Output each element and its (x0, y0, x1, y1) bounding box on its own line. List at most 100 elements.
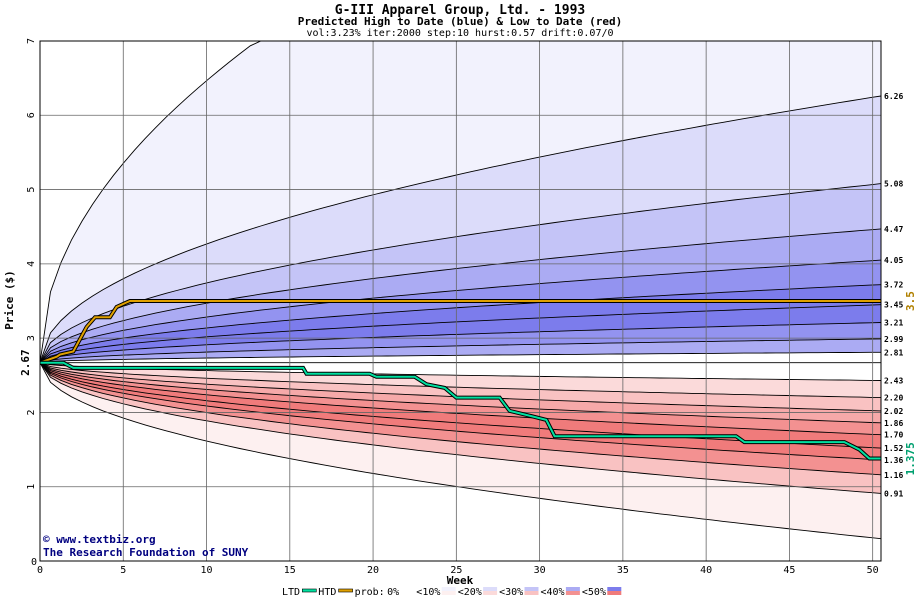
band-boundary-line (39, 362, 882, 494)
credit-url-text: www.textbiz.org (56, 533, 155, 546)
plot-frame (39, 40, 882, 562)
middle-band (40, 352, 881, 381)
end-value-label: 3.45 (884, 301, 903, 310)
htd-line (40, 361, 881, 460)
lower-band (40, 362, 881, 435)
band-boundary-line (39, 284, 882, 364)
series (39, 299, 881, 461)
x-tick-label: 15 (284, 565, 296, 576)
end-value-labels: 6.26 5.08 4.47 4.05 3.72 3.45 3.21 2.99 2.81 2.43… (884, 92, 903, 498)
y-axis-ticks: 1 2 3 4 5 6 7 0 (26, 38, 37, 568)
legend: LTD HTD prob: 0% <10% <20% <30% <40% <50% (282, 587, 622, 598)
end-value-label: 2.43 (884, 376, 903, 385)
prob-level-label: 3.5 (904, 291, 917, 311)
band-boundary-line (39, 228, 882, 363)
lower-band (40, 362, 881, 475)
probability-bands (40, 41, 881, 539)
band-boundary-line (39, 322, 882, 364)
end-value-label: 4.47 (884, 225, 903, 234)
legend-band-swatch-lower (400, 591, 415, 595)
legend-band-label: <40% (541, 587, 565, 598)
legend-htd-swatch (301, 588, 317, 593)
lower-band (40, 362, 881, 398)
legend-band-swatch-upper (524, 587, 539, 591)
x-tick-label: 10 (201, 565, 213, 576)
end-value-label: 3.21 (884, 319, 903, 328)
band-boundary-line (39, 362, 882, 436)
credit-url: © www.textbiz.org (43, 533, 156, 546)
end-value-label: 2.20 (884, 394, 903, 403)
upper-band (40, 228, 881, 363)
legend-band-label: 0% (387, 587, 399, 598)
legend-htd-label: HTD (318, 587, 336, 598)
start-price-label: 2.67 (19, 349, 32, 376)
end-value-label: 4.05 (884, 256, 903, 265)
legend-band-label: <50% (582, 587, 606, 598)
lower-band (40, 362, 881, 460)
legend-prob-swatch (338, 588, 353, 593)
legend-prob-label: prob: (355, 587, 385, 598)
y-tick-label: 0 (31, 557, 37, 568)
x-tick-label: 5 (120, 565, 126, 576)
legend-band-label: <20% (458, 587, 482, 598)
x-tick-label: 25 (450, 565, 462, 576)
legend-band-swatch-lower (441, 591, 456, 595)
legend-band-label: <30% (499, 587, 523, 598)
end-value-label: 6.26 (884, 92, 903, 101)
band-boundary-line (39, 95, 882, 363)
y-tick-label: 7 (26, 38, 37, 44)
end-value-label: 1.70 (884, 431, 903, 440)
legend-band-swatch-upper (400, 587, 415, 591)
y-axis-label: Price ($) (3, 270, 16, 330)
upper-band (40, 284, 881, 363)
copyright-icon: © (43, 533, 56, 546)
upper-band (40, 260, 881, 363)
chart-params: vol:3.23% iter:2000 step:10 hurst:0.57 d… (306, 28, 613, 39)
end-value-label: 2.81 (884, 348, 903, 357)
end-value-label: 1.86 (884, 419, 903, 428)
htd-final-label: 1.375 (904, 442, 917, 475)
x-axis-ticks: 0 5 10 15 20 25 30 35 40 45 50 (37, 565, 879, 576)
legend-ltd-label: LTD (282, 587, 300, 598)
credit-org: The Research Foundation of SUNY (43, 546, 249, 559)
y-tick-label: 1 (26, 484, 37, 490)
legend-band-swatch-lower (483, 591, 498, 595)
band-boundary-line (39, 304, 882, 364)
band-boundary-line (39, 362, 882, 424)
lower-band (40, 362, 881, 423)
lower-band (40, 362, 881, 494)
end-value-label: 3.72 (884, 281, 903, 290)
legend-band-swatch-upper (607, 587, 622, 591)
prob-line (39, 300, 881, 364)
y-tick-label: 6 (26, 112, 37, 118)
upper-band (40, 96, 881, 363)
upper-band (40, 304, 881, 363)
lower-band (40, 362, 881, 411)
upper-band (40, 322, 881, 363)
x-tick-label: 50 (867, 565, 879, 576)
x-tick-label: 45 (783, 565, 795, 576)
band-boundary-line (39, 183, 882, 363)
end-value-label: 1.16 (884, 471, 903, 480)
upper-band (40, 338, 881, 363)
band-boundary-line (39, 259, 882, 364)
end-value-label: 1.36 (884, 456, 903, 465)
end-value-label: 2.02 (884, 407, 903, 416)
legend-band-swatch-lower (565, 591, 580, 595)
band-boundary-line (39, 362, 882, 399)
x-tick-label: 0 (37, 565, 43, 576)
legend-band-swatch-lower (607, 591, 622, 595)
chart-subtitle: Predicted High to Date (blue) & Low to D… (298, 15, 623, 28)
band-boundary-line (39, 362, 882, 461)
x-tick-label: 35 (617, 565, 629, 576)
x-axis-label: Week (447, 574, 474, 587)
legend-band-swatch-upper (565, 587, 580, 591)
end-value-label: 1.52 (884, 444, 903, 453)
y-tick-label: 5 (26, 187, 37, 193)
x-tick-label: 40 (700, 565, 712, 576)
legend-band-label: <10% (416, 587, 440, 598)
y-tick-label: 3 (26, 335, 37, 341)
legend-band-swatch-upper (483, 587, 498, 591)
band-boundary-line (39, 362, 882, 476)
